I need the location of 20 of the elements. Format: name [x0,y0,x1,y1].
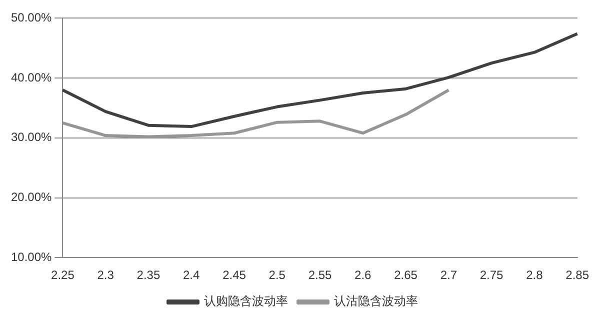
x-tick-label: 2.5 [268,268,286,282]
x-tick-label: 2.45 [222,268,246,282]
y-tick-label: 20.00% [10,190,52,204]
x-tick-label: 2.3 [97,268,114,282]
x-tick-label: 2.7 [440,268,458,282]
x-tick-label: 2.8 [526,268,544,282]
x-tick-label: 2.4 [183,268,200,282]
x-tick-label: 2.85 [566,268,590,282]
x-tick-label: 2.6 [354,268,372,282]
x-tick-label: 2.65 [394,268,418,282]
x-tick-label: 2.25 [51,268,75,282]
x-tick-label: 2.35 [136,268,160,282]
legend-label: 认购隐含波动率 [204,294,288,308]
y-tick-label: 50.00% [10,10,52,25]
x-tick-label: 2.55 [308,268,332,282]
legend-label: 认沽隐含波动率 [334,294,418,308]
y-tick-label: 40.00% [10,70,52,84]
y-tick-label: 30.00% [10,130,52,144]
y-tick-label: 10.00% [10,250,52,264]
x-tick-label: 2.75 [480,268,504,282]
